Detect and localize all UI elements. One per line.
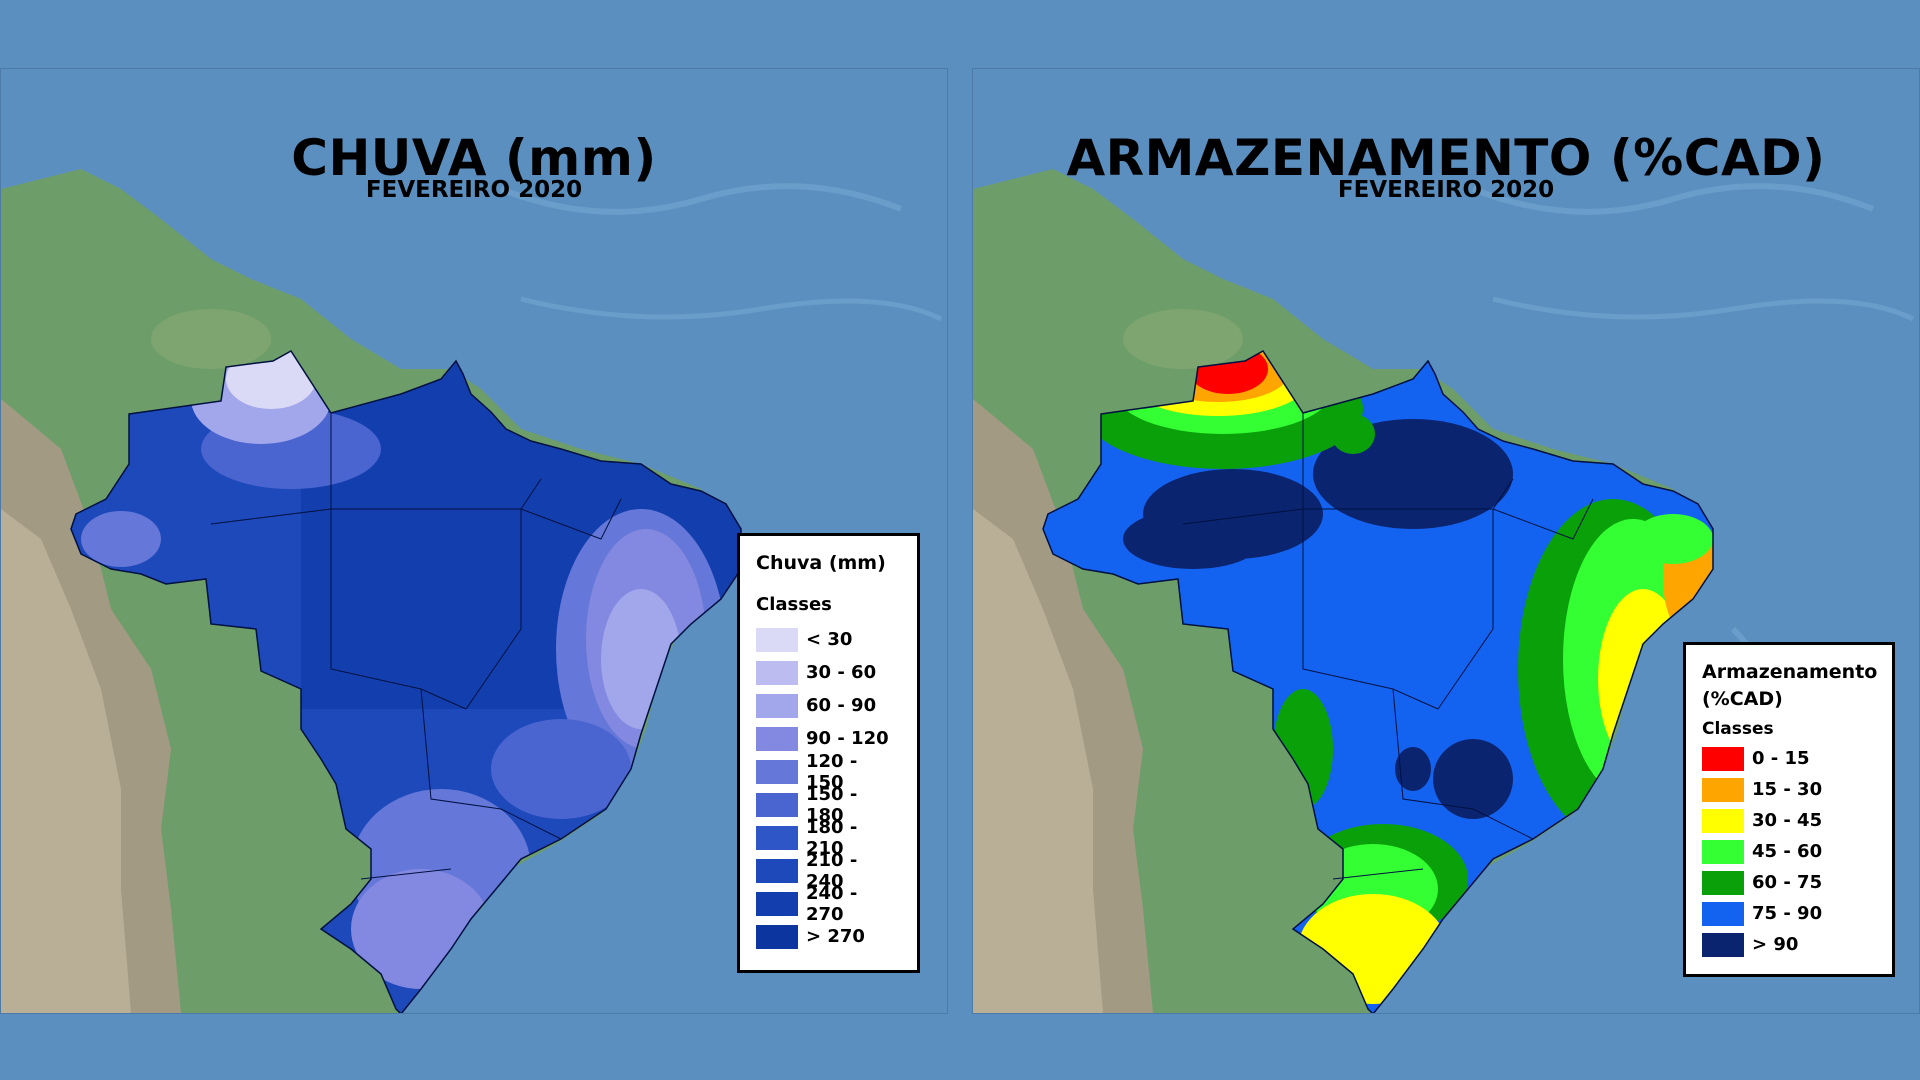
legend-item: 30 - 60 <box>756 656 901 689</box>
legend-item: 45 - 60 <box>1702 836 1876 867</box>
legend-swatch <box>1702 808 1744 833</box>
legend-swatch <box>756 726 798 751</box>
legend-swatch <box>1702 870 1744 895</box>
legend-swatch <box>1702 839 1744 864</box>
legend-title: Chuva (mm) <box>756 552 886 574</box>
rain-map-panel: CHUVA (mm) FEVEREIRO 2020 Chuva (mm) Cla… <box>0 68 948 1014</box>
legend-swatch <box>756 660 798 685</box>
legend-item: > 270 <box>756 920 901 953</box>
legend-label: 15 - 30 <box>1752 779 1823 800</box>
legend-swatch <box>1702 901 1744 926</box>
legend-swatch <box>756 693 798 718</box>
legend-swatch <box>756 825 798 850</box>
legend-item: 60 - 75 <box>1702 867 1876 898</box>
legend-item: > 90 <box>1702 929 1876 960</box>
legend-item: < 30 <box>756 623 901 656</box>
legend-swatch <box>756 627 798 652</box>
rain-map <box>1 69 947 1013</box>
storage-legend: Armazenamento (%CAD) Classes 0 - 15 15 -… <box>1683 642 1895 977</box>
map-subtitle: FEVEREIRO 2020 <box>1337 177 1555 203</box>
legend-label: < 30 <box>806 629 853 650</box>
legend-item: 75 - 90 <box>1702 898 1876 929</box>
legend-item: 240 - 270 <box>756 883 901 925</box>
legend-item: 0 - 15 <box>1702 743 1876 774</box>
legend-label: 60 - 90 <box>806 695 877 716</box>
map-title: CHUVA (mm) <box>291 129 657 187</box>
legend-label: 30 - 45 <box>1752 810 1823 831</box>
map-title: ARMAZENAMENTO (%CAD) <box>1066 129 1826 187</box>
legend-swatch <box>756 924 798 949</box>
storage-map-panel: ARMAZENAMENTO (%CAD) FEVEREIRO 2020 Arma… <box>972 68 1920 1014</box>
legend-swatch <box>756 759 798 784</box>
legend-label: 60 - 75 <box>1752 872 1823 893</box>
legend-label: 0 - 15 <box>1752 748 1810 769</box>
legend-item: 210 - 240 <box>756 850 901 892</box>
legend-label: 90 - 120 <box>806 728 889 749</box>
legend-item: 120 - 150 <box>756 751 901 793</box>
legend-label: 75 - 90 <box>1752 903 1823 924</box>
legend-classes-label: Classes <box>756 594 832 615</box>
legend-label: 180 - 210 <box>806 816 858 859</box>
rain-legend: Chuva (mm) Classes < 30 30 - 60 60 - 90 … <box>737 533 920 973</box>
legend-swatch <box>756 792 798 817</box>
legend-label: > 90 <box>1752 934 1799 955</box>
legend-swatch <box>1702 746 1744 771</box>
legend-swatch <box>1702 777 1744 802</box>
legend-label: 45 - 60 <box>1752 841 1823 862</box>
legend-swatch <box>756 891 798 916</box>
legend-item: 150 - 180 <box>756 784 901 826</box>
legend-classes-label: Classes <box>1702 719 1774 739</box>
legend-label: > 270 <box>806 926 865 947</box>
legend-item: 30 - 45 <box>1702 805 1876 836</box>
legend-items: < 30 30 - 60 60 - 90 90 - 120 120 - 150 … <box>756 623 901 953</box>
legend-item: 180 - 210 <box>756 817 901 859</box>
legend-label: 120 - 150 <box>806 750 858 793</box>
legend-swatch <box>756 858 798 883</box>
map-subtitle: FEVEREIRO 2020 <box>365 177 583 203</box>
legend-label: 30 - 60 <box>806 662 877 683</box>
legend-label: 150 - 180 <box>806 783 858 826</box>
legend-item: 15 - 30 <box>1702 774 1876 805</box>
legend-title: Armazenamento (%CAD) <box>1702 661 1878 710</box>
legend-swatch <box>1702 932 1744 957</box>
legend-label: 210 - 240 <box>806 849 858 892</box>
legend-item: 90 - 120 <box>756 722 901 755</box>
legend-item: 60 - 90 <box>756 689 901 722</box>
legend-label: 240 - 270 <box>806 882 858 925</box>
legend-items: 0 - 15 15 - 30 30 - 45 45 - 60 60 - 75 7… <box>1702 743 1876 960</box>
